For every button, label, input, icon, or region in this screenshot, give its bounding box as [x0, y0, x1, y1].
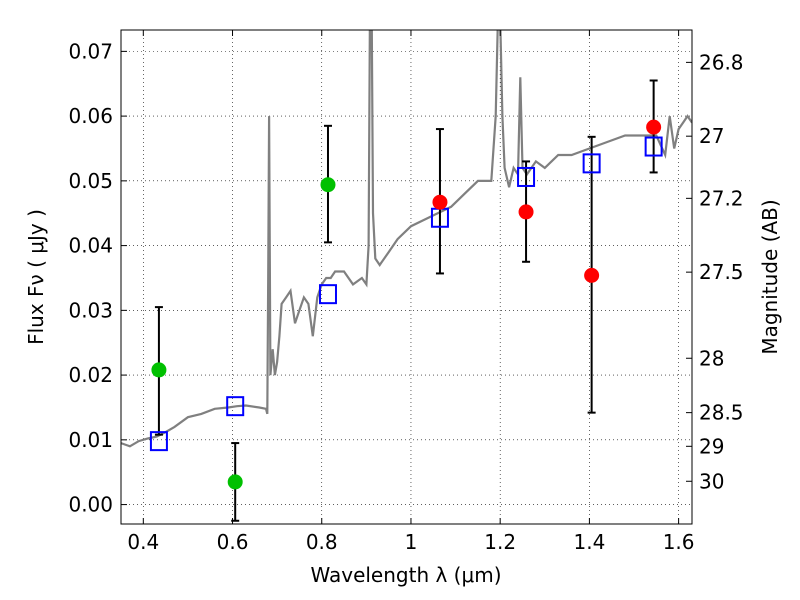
- x-tick-label: 0.4: [127, 530, 159, 554]
- red-data-point: [646, 119, 662, 135]
- y-tick-label: 0.06: [68, 104, 113, 128]
- x-tick-label: 1.4: [573, 530, 605, 554]
- tick-layer: 0.4 0.6 0.8 1 1.2 1.4 1.6 0.00 0.01 0.02 0.03 0.04 0…: [68, 30, 744, 554]
- model-box-point: [226, 396, 245, 417]
- magnitude-tick-label: 26.8: [699, 50, 744, 74]
- magnitude-tick-label: 27: [699, 124, 724, 148]
- plot-frame: [120, 29, 693, 525]
- y-tick-label: 0.01: [68, 428, 113, 452]
- magnitude-tick-label: 27.5: [699, 260, 744, 284]
- magnitude-tick-label: 28: [699, 346, 724, 370]
- red-data-point: [432, 194, 448, 210]
- right-axis-title: Magnitude (AB): [758, 199, 782, 354]
- green-data-point: [320, 177, 336, 193]
- magnitude-tick-label: 30: [699, 469, 724, 493]
- magnitude-tick-label: 27.2: [699, 186, 744, 210]
- magnitude-tick-label: 28.5: [699, 401, 744, 425]
- model-box-point: [149, 431, 168, 452]
- x-tick-label: 0.6: [217, 530, 249, 554]
- red-data-point: [518, 204, 534, 220]
- green-data-point: [227, 474, 243, 490]
- y-tick-label: 0.05: [68, 169, 113, 193]
- model-box-point: [644, 136, 663, 157]
- model-box-point: [582, 153, 601, 174]
- spectrum-layer: [121, 30, 692, 448]
- y-tick-label: 0.02: [68, 363, 113, 387]
- y-axis-title: Flux Fν ( μJy ): [24, 209, 48, 345]
- y-tick-label: 0.00: [68, 493, 113, 517]
- green-data-point: [151, 362, 167, 378]
- x-tick-label: 1.2: [484, 530, 516, 554]
- model-box-point: [517, 166, 536, 187]
- y-tick-label: 0.03: [68, 298, 113, 322]
- errorbar-layer: [154, 79, 658, 522]
- x-axis-title: Wavelength λ (μm): [310, 563, 501, 587]
- y-tick-label: 0.04: [68, 234, 113, 258]
- spectrum-line: [121, 30, 692, 448]
- marker-layer: [149, 119, 663, 490]
- y-tick-label: 0.07: [68, 39, 113, 63]
- x-tick-label: 1.6: [663, 530, 695, 554]
- x-tick-label: 1: [405, 530, 418, 554]
- model-box-point: [318, 284, 337, 305]
- x-tick-label: 0.8: [306, 530, 338, 554]
- red-data-point: [584, 267, 600, 283]
- gridlines: [121, 30, 692, 524]
- magnitude-tick-label: 29: [699, 434, 724, 458]
